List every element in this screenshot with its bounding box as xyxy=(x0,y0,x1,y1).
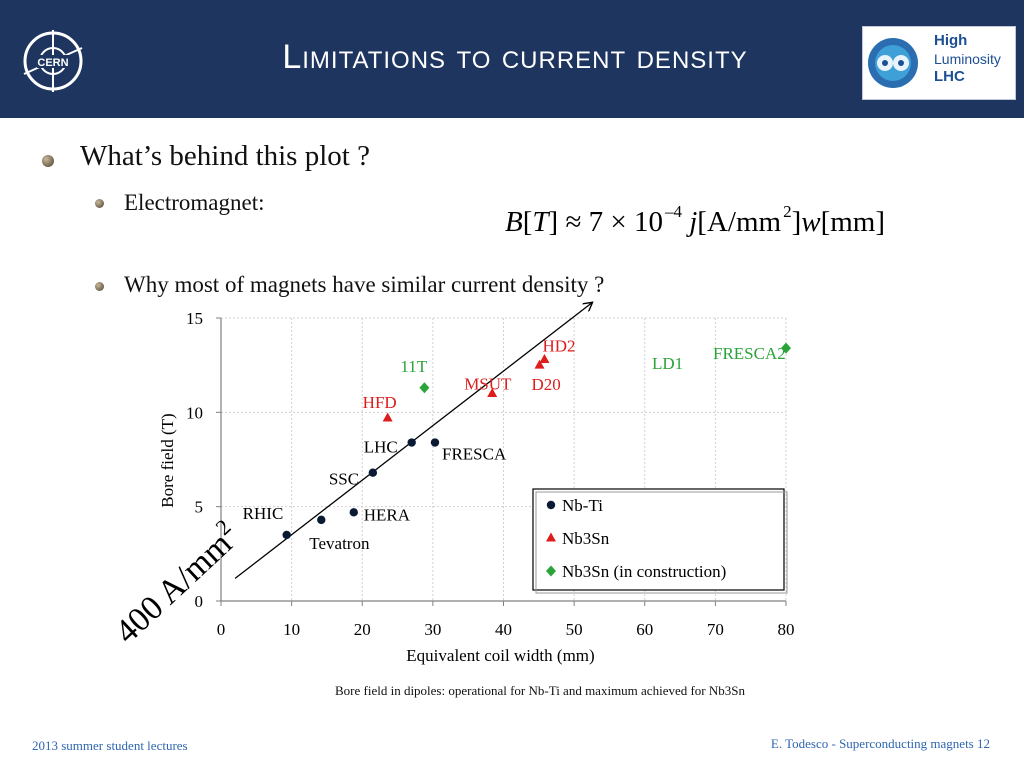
x-tick-label: 40 xyxy=(495,620,512,639)
formula-b: B xyxy=(505,206,523,238)
formula-unit-close: ] xyxy=(791,206,802,238)
point-hd2 xyxy=(539,354,550,364)
header-bar: CERN Limitations to current density High… xyxy=(0,0,1024,118)
chart-caption: Bore field in dipoles: operational for N… xyxy=(334,683,746,698)
bullet-icon xyxy=(42,155,54,167)
legend-marker-0 xyxy=(546,500,556,510)
formula-squared: 2 xyxy=(783,202,792,221)
legend-label-1: Nb3Sn xyxy=(562,529,610,548)
footer-lecture-series: 2013 summer student lectures xyxy=(32,738,188,753)
hl-lhc-emblem-icon xyxy=(868,38,918,88)
legend-marker-1 xyxy=(546,532,556,542)
point-fresca xyxy=(430,438,440,447)
y-tick-label: 15 xyxy=(186,309,203,328)
cern-logo: CERN xyxy=(23,30,83,92)
point-label-ssc: SSC xyxy=(329,470,359,489)
point-hfd xyxy=(382,412,393,422)
point-hera xyxy=(349,508,358,517)
x-tick-label: 70 xyxy=(707,620,724,639)
formula-exponent: –4 xyxy=(664,202,682,221)
x-tick-label: 50 xyxy=(566,620,583,639)
x-tick-label: 80 xyxy=(778,620,795,639)
point-label-msut: MSUT xyxy=(464,374,512,393)
point-ssc xyxy=(368,468,378,477)
slide-title: Limitations to current density xyxy=(282,38,748,76)
point-label-tevatron: Tevatron xyxy=(309,534,370,553)
y-tick-label: 0 xyxy=(195,592,204,611)
y-tick-label: 5 xyxy=(195,498,204,517)
hl-logo-line2: Luminosity xyxy=(934,51,1001,67)
point-fresca2 xyxy=(781,342,791,354)
point-label-lhc: LHC xyxy=(364,438,398,457)
point-label-d20: D20 xyxy=(532,375,561,394)
point-label-hfd: HFD xyxy=(363,393,397,412)
y-axis-label: Bore field (T) xyxy=(158,413,177,507)
x-tick-label: 30 xyxy=(424,620,441,639)
point-d20 xyxy=(534,359,545,369)
footer-author-page: E. Todesco - Superconducting magnets 12 xyxy=(770,736,990,751)
point-label-11t: 11T xyxy=(400,357,427,376)
point-label-hera: HERA xyxy=(364,505,411,524)
bullet-question: What’s behind this plot ? xyxy=(80,140,370,172)
bullet-icon xyxy=(95,199,104,208)
trend-line-label: 400 A/mm2 xyxy=(105,514,247,651)
bullet-current-density-question: Why most of magnets have similar current… xyxy=(124,272,605,297)
cern-logo-text: CERN xyxy=(37,57,68,69)
point-msut xyxy=(487,387,498,397)
point-rhic xyxy=(282,530,291,540)
x-tick-label: 0 xyxy=(217,620,226,639)
x-tick-label: 60 xyxy=(636,620,653,639)
point-label-fresca: FRESCA xyxy=(442,445,507,464)
point-11t xyxy=(419,382,430,394)
point-lhc xyxy=(407,438,416,447)
bullet-electromagnet: Electromagnet: xyxy=(124,190,265,215)
hl-logo-line1: High xyxy=(934,32,968,49)
y-tick-label: 10 xyxy=(186,403,203,422)
point-tevatron xyxy=(317,515,326,525)
bullet-icon xyxy=(95,282,104,291)
formula-j: j xyxy=(689,206,698,238)
field-formula: B[T] ≈ 7 × 10 –4 j[A/mm 2]w[mm] xyxy=(505,202,886,238)
formula-w: w xyxy=(801,206,821,238)
x-tick-label: 10 xyxy=(283,620,300,639)
x-axis-label: Equivalent coil width (mm) xyxy=(406,646,594,665)
hl-lhc-logo: High Luminosity LHC xyxy=(862,26,1016,100)
hl-logo-text: High Luminosity LHC xyxy=(934,32,1001,86)
point-label-hd2: HD2 xyxy=(542,337,575,356)
legend-marker-2 xyxy=(546,565,556,577)
formula-t: T xyxy=(532,206,549,238)
legend-label-2: Nb3Sn (in construction) xyxy=(562,562,726,581)
point-label-fresca2: FRESCA2 xyxy=(713,344,786,363)
x-tick-label: 20 xyxy=(354,620,371,639)
hl-logo-line3: LHC xyxy=(934,68,965,85)
formula-unit-mm: [mm] xyxy=(820,206,886,238)
legend-label-0: Nb-Ti xyxy=(562,496,603,515)
point-label-ld1: LD1 xyxy=(652,354,683,373)
point-label-rhic: RHIC xyxy=(243,504,284,523)
formula-relation: ≈ 7 × 10 xyxy=(565,206,663,238)
formula-unit-a: [A/mm xyxy=(697,206,782,238)
